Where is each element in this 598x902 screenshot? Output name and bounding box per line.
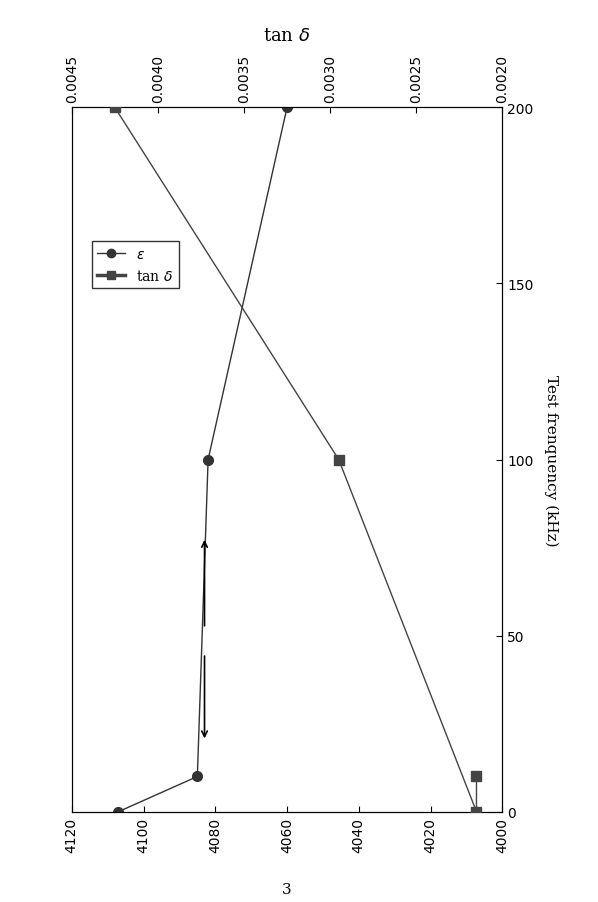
Text: 3: 3 [282,882,292,896]
Legend: $\varepsilon$, tan $\delta$: $\varepsilon$, tan $\delta$ [91,242,179,289]
X-axis label: tan $\delta$: tan $\delta$ [263,27,311,45]
Y-axis label: Test frenquency (kHz): Test frenquency (kHz) [544,374,559,546]
